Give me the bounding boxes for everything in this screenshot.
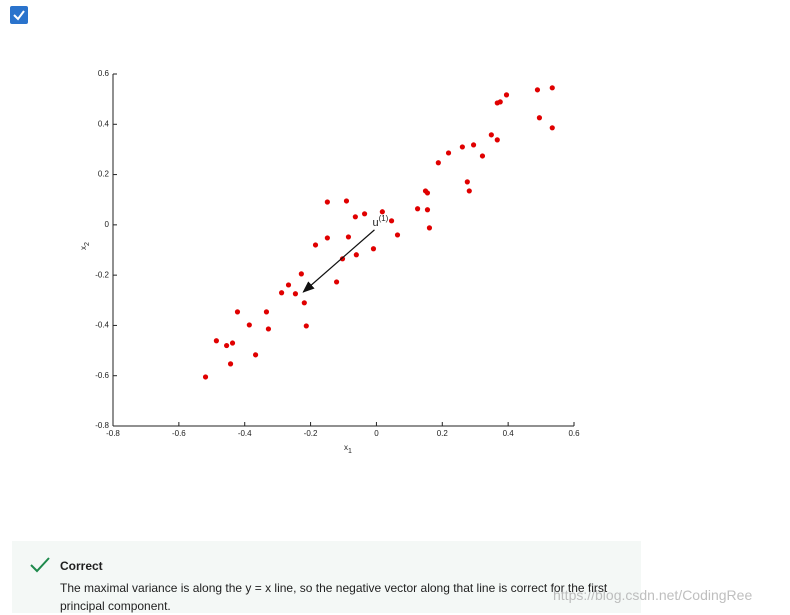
check-icon bbox=[13, 10, 25, 21]
point bbox=[246, 322, 252, 328]
point bbox=[278, 290, 285, 296]
point bbox=[394, 232, 401, 238]
point bbox=[534, 87, 541, 93]
point bbox=[424, 190, 431, 196]
point bbox=[488, 132, 494, 138]
arrow-label: u(1) bbox=[372, 214, 388, 229]
arrow-label-text: u bbox=[372, 217, 378, 229]
point bbox=[379, 209, 385, 215]
point bbox=[324, 235, 330, 241]
point bbox=[445, 150, 452, 156]
point bbox=[285, 282, 292, 288]
y-label-text: x bbox=[79, 246, 88, 250]
point bbox=[388, 218, 395, 224]
point bbox=[549, 125, 555, 131]
arrow bbox=[302, 229, 375, 293]
watermark: https://blog.csdn.net/CodingRee bbox=[553, 587, 753, 603]
point bbox=[370, 246, 377, 252]
y-tick-label: 0 bbox=[105, 220, 110, 229]
point bbox=[339, 256, 346, 262]
point bbox=[459, 144, 465, 150]
y-tick-label: -0.4 bbox=[95, 321, 109, 330]
point bbox=[424, 207, 431, 213]
x-label-subscript: 1 bbox=[348, 448, 352, 455]
point bbox=[466, 188, 472, 194]
point bbox=[252, 352, 259, 358]
point bbox=[227, 361, 234, 367]
y-tick-label: -0.8 bbox=[95, 421, 109, 430]
point bbox=[464, 179, 470, 185]
point bbox=[263, 309, 270, 315]
point bbox=[536, 115, 543, 121]
y-axis-label: x2 bbox=[79, 242, 91, 250]
point bbox=[324, 199, 330, 205]
feedback-box: Correct The maximal variance is along th… bbox=[12, 541, 641, 613]
point bbox=[301, 300, 307, 306]
point bbox=[292, 291, 299, 297]
feedback-text: The maximal variance is along the y = x … bbox=[60, 581, 608, 613]
x-tick-label: 0.2 bbox=[437, 429, 449, 438]
point bbox=[361, 211, 368, 217]
point bbox=[497, 99, 503, 105]
point bbox=[345, 234, 352, 240]
x-tick-label: 0 bbox=[374, 429, 379, 438]
y-label-subscript: 2 bbox=[84, 242, 91, 246]
point bbox=[435, 160, 441, 166]
y-tick-label: 0.4 bbox=[98, 119, 110, 128]
y-tick-label: -0.2 bbox=[95, 270, 109, 279]
point bbox=[229, 340, 236, 346]
feedback-title: Correct bbox=[60, 559, 103, 573]
point bbox=[213, 338, 219, 344]
point bbox=[265, 326, 272, 332]
point bbox=[343, 198, 350, 204]
x-label-text: x bbox=[344, 443, 348, 452]
point bbox=[414, 206, 421, 212]
x-tick-label: -0.8 bbox=[106, 429, 120, 438]
y-tick-label: -0.6 bbox=[95, 371, 109, 380]
point bbox=[494, 137, 500, 143]
x-tick-label: 0.6 bbox=[568, 429, 580, 438]
x-tick-label: -0.2 bbox=[304, 429, 318, 438]
checkbox[interactable] bbox=[10, 6, 28, 24]
point bbox=[224, 342, 230, 349]
point bbox=[353, 252, 359, 258]
x-tick-label: 0.4 bbox=[503, 429, 515, 438]
point bbox=[312, 242, 319, 248]
x-tick-label: -0.6 bbox=[172, 429, 186, 438]
chart: -0.8 -0.6 -0.4 -0.2 0 0.2 0.4 0.6 -0.8 -0.6 -0.4 -0… bbox=[79, 69, 580, 455]
point bbox=[479, 153, 486, 159]
x-tick-label: -0.4 bbox=[238, 429, 252, 438]
point bbox=[303, 323, 309, 329]
correct-icon bbox=[30, 557, 50, 573]
point bbox=[202, 374, 209, 380]
point bbox=[352, 214, 358, 220]
y-tick-label: 0.2 bbox=[98, 170, 110, 179]
point bbox=[470, 142, 477, 148]
point bbox=[234, 309, 241, 315]
x-axis-label: x1 bbox=[344, 443, 352, 455]
arrow-label-superscript: (1) bbox=[379, 214, 389, 223]
point bbox=[503, 92, 510, 98]
y-tick-label: 0.6 bbox=[98, 69, 110, 78]
point bbox=[333, 279, 340, 285]
point bbox=[298, 271, 304, 277]
point bbox=[549, 85, 555, 91]
point bbox=[426, 225, 433, 231]
